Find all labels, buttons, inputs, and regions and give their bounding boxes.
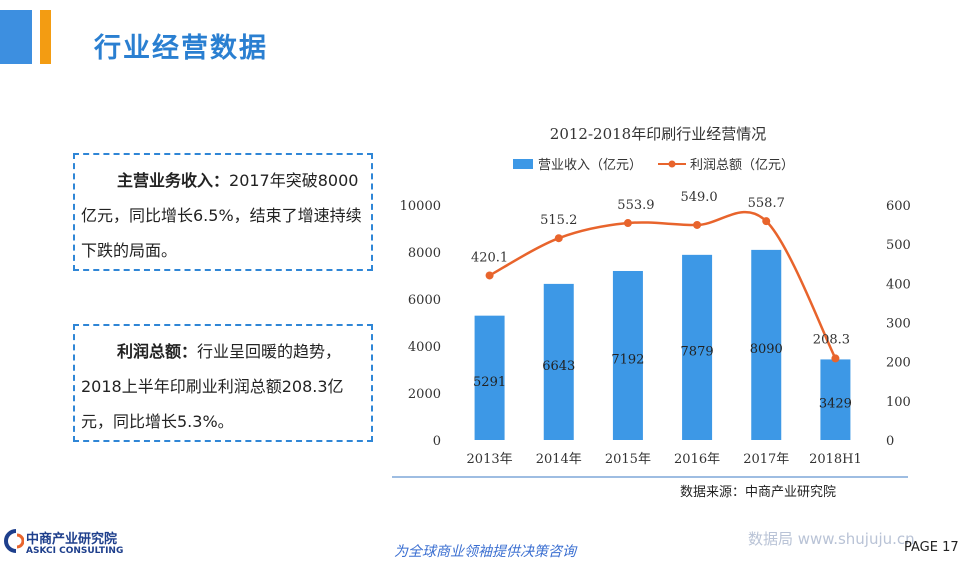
revenue-bar — [820, 359, 851, 440]
revenue-bar — [682, 254, 713, 440]
revenue-bar-label: 5291 — [473, 375, 506, 390]
revenue-bar — [474, 315, 505, 440]
x-axis-tick: 2017年 — [743, 452, 789, 467]
footer-slogan: 为全球商业领袖提供决策咨询 — [394, 544, 576, 560]
revenue-bar-label: 7192 — [611, 352, 644, 367]
left-axis-tick: 10000 — [400, 199, 441, 214]
right-axis: 0 100 200 300 400 500 600 — [886, 199, 911, 449]
profit-point-label: 558.7 — [748, 196, 785, 211]
right-axis-tick: 400 — [886, 277, 911, 292]
x-axis-tick: 2014年 — [536, 452, 582, 467]
profit-point — [623, 219, 632, 228]
profit-point-label: 515.2 — [540, 213, 577, 228]
revenue-bar-label: 6643 — [542, 359, 575, 374]
watermark: 数据局 www.shujuju.cn — [748, 530, 915, 548]
header-accent-orange — [40, 10, 51, 64]
left-axis-tick: 8000 — [408, 246, 441, 261]
right-axis-tick: 500 — [886, 238, 911, 253]
right-axis-tick: 300 — [886, 317, 911, 332]
profit-point — [554, 234, 563, 243]
left-axis-tick: 6000 — [408, 293, 441, 308]
left-axis: 0 2000 4000 6000 8000 10000 — [400, 199, 441, 449]
profit-point — [485, 271, 494, 280]
revenue-bar-label: 8090 — [750, 342, 783, 357]
profit-point-label: 420.1 — [471, 250, 508, 265]
profit-point-label: 553.9 — [617, 198, 654, 213]
revenue-text: 2017年突破8000亿元，同比增长6.5%，结束了增速持续下跌的局面。 — [81, 171, 362, 260]
profit-point — [762, 217, 771, 226]
revenue-bars: 5291 6643 7192 7879 8090 3429 — [473, 249, 852, 440]
x-axis-tick: 2016年 — [674, 452, 720, 467]
revenue-profit-chart: 2012-2018年印刷行业经营情况 营业收入（亿元） 利润总额（亿元） 0 20… — [392, 125, 911, 478]
page-title: 行业经营数据 — [94, 33, 268, 64]
profit-point-label: 208.3 — [813, 332, 850, 347]
profit-textbox: 利润总额：行业呈回暖的趋势， 2018上半年印刷业利润总额208.3亿元，同比增… — [73, 324, 373, 442]
revenue-bar — [543, 283, 574, 440]
profit-text: 行业呈回暖的趋势， 2018上半年印刷业利润总额208.3亿元，同比增长5.3%… — [81, 342, 344, 431]
x-axis-tick: 2018H1 — [809, 452, 862, 467]
logo-text-cn: 中商产业研究院 — [26, 532, 118, 547]
left-axis-tick: 4000 — [408, 340, 441, 355]
profit-point — [831, 354, 840, 363]
right-axis-tick: 600 — [886, 199, 911, 214]
x-axis-tick: 2015年 — [605, 452, 651, 467]
page-number: PAGE 17 — [904, 540, 959, 555]
legend-line-label: 利润总额（亿元） — [690, 158, 794, 173]
revenue-bar-label: 7879 — [681, 344, 714, 359]
profit-lead: 利润总额： — [117, 342, 198, 361]
revenue-textbox: 主营业务收入：2017年突破8000亿元，同比增长6.5%，结束了增速持续下跌的… — [73, 153, 373, 271]
chart-title: 2012-2018年印刷行业经营情况 — [550, 125, 766, 143]
legend-bar-label: 营业收入（亿元） — [538, 158, 642, 173]
header-accent-blue — [0, 10, 32, 64]
profit-point — [693, 220, 702, 229]
left-axis-tick: 2000 — [408, 387, 441, 402]
data-source: 数据来源：中商产业研究院 — [680, 485, 837, 500]
right-axis-tick: 200 — [886, 356, 911, 371]
revenue-lead: 主营业务收入： — [117, 171, 230, 190]
revenue-bar — [612, 270, 643, 440]
legend-line-marker — [668, 160, 676, 168]
revenue-bar — [751, 249, 782, 440]
x-axis-tick: 2013年 — [467, 452, 513, 467]
chart-legend: 营业收入（亿元） 利润总额（亿元） — [513, 158, 794, 173]
profit-point-label: 549.0 — [680, 190, 717, 205]
logo-text-en: ASKCI CONSULTING — [26, 546, 124, 556]
askci-logo-icon — [4, 529, 24, 553]
left-axis-tick: 0 — [433, 434, 441, 449]
right-axis-tick: 100 — [886, 395, 911, 410]
profit-points: 420.1 515.2 553.9 549.0 558.7 208.3 — [471, 190, 850, 363]
right-axis-tick: 0 — [886, 434, 894, 449]
revenue-bar-label: 3429 — [819, 397, 852, 412]
x-axis: 2013年 2014年 2015年 2016年 2017年 2018H1 — [467, 452, 862, 467]
legend-bar-swatch — [513, 159, 533, 169]
profit-line — [488, 210, 837, 359]
